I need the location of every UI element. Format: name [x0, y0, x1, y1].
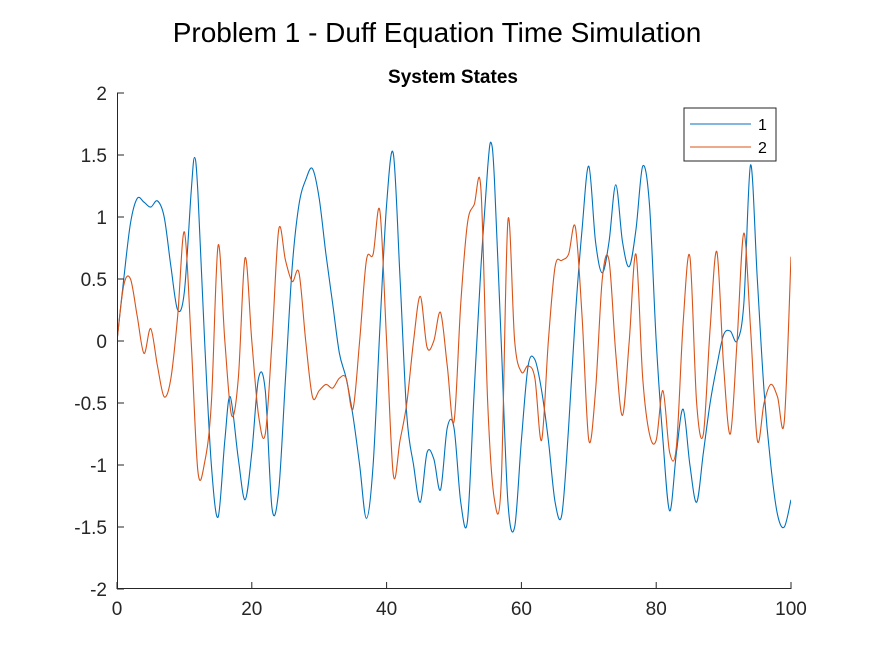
x-tick-label: 20 — [241, 599, 262, 620]
y-tick-label: 1 — [96, 208, 107, 229]
plot-background — [117, 93, 791, 589]
x-tick-label: 100 — [775, 599, 807, 620]
series-layer — [117, 141, 791, 533]
x-tick-label: 0 — [112, 599, 123, 620]
legend-box — [683, 107, 777, 162]
series-line-1 — [117, 141, 791, 533]
series-line-2 — [117, 176, 791, 515]
figure-suptitle: Problem 1 - Duff Equation Time Simulatio… — [173, 17, 702, 48]
y-tick-label: -1 — [90, 456, 107, 477]
x-tick-label: 80 — [646, 599, 667, 620]
y-tick-label: 0.5 — [81, 270, 107, 291]
y-tick-label: -2 — [90, 580, 107, 601]
y-tick-label: 2 — [96, 84, 107, 105]
y-tick-label: 0 — [96, 332, 107, 353]
y-tick-label: -1.5 — [74, 518, 107, 539]
y-tick-label: -0.5 — [74, 394, 107, 415]
y-tick-label: 1.5 — [81, 146, 107, 167]
legend-label-1: 1 — [758, 117, 767, 134]
x-tick-label: 40 — [376, 599, 397, 620]
axes-title: System States — [388, 67, 518, 88]
legend: 1 2 — [683, 107, 777, 162]
x-tick-label: 60 — [511, 599, 532, 620]
y-ticks: -2 -1.5 -1 -0.5 0 0.5 1 1.5 2 — [74, 84, 124, 601]
x-ticks: 0 20 40 60 80 100 — [112, 582, 807, 620]
line-chart: 0 20 40 60 80 100 -2 -1.5 -1 -0.5 0 0.5 1 1.5 2 — [74, 84, 807, 620]
legend-label-2: 2 — [758, 140, 767, 157]
